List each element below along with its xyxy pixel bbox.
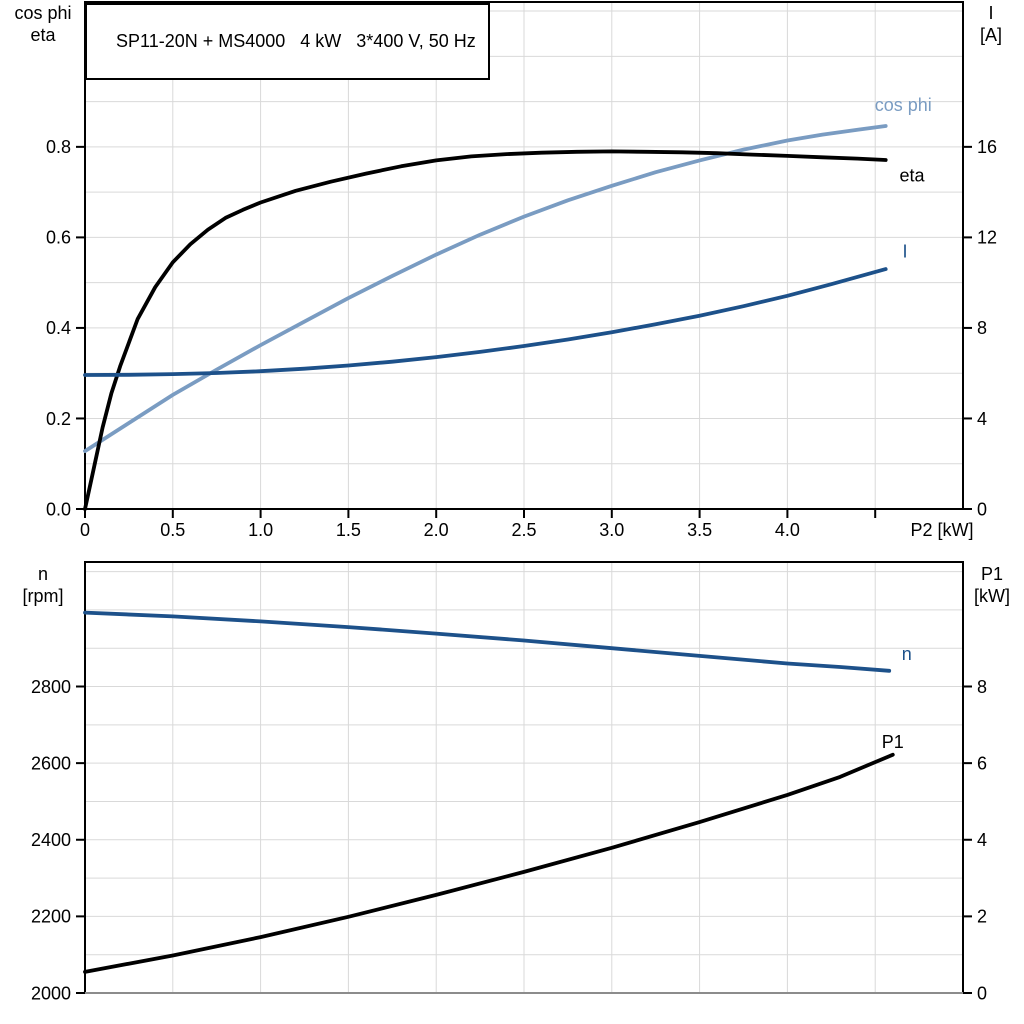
chart-title-box: SP11-20N + MS4000 4 kW 3*400 V, 50 Hz bbox=[85, 3, 490, 80]
bottom-chart-left-axis-title: n [rpm] bbox=[5, 563, 81, 607]
left-tick-label: 2000 bbox=[31, 983, 71, 1003]
x-tick-label: 3.0 bbox=[599, 520, 624, 540]
axis-title-p1-unit: [kW] bbox=[974, 586, 1010, 606]
left-tick-label: 2200 bbox=[31, 907, 71, 927]
x-axis-label: P2 [kW] bbox=[910, 520, 973, 540]
left-tick-label: 0.2 bbox=[46, 409, 71, 429]
left-tick-label: 2800 bbox=[31, 677, 71, 697]
right-tick-label: 0 bbox=[977, 983, 987, 1003]
top-chart-left-axis-title: cos phi eta bbox=[5, 2, 81, 46]
right-tick-label: 8 bbox=[977, 677, 987, 697]
p1-curve-label: P1 bbox=[882, 732, 904, 752]
cos-phi-curve-label: cos phi bbox=[875, 95, 932, 115]
speed-curve bbox=[83, 610, 892, 673]
cos-phi-curve bbox=[83, 124, 888, 453]
right-tick-label: 16 bbox=[977, 137, 997, 157]
x-tick-label: 1.0 bbox=[248, 520, 273, 540]
x-tick-label: 2.5 bbox=[511, 520, 536, 540]
x-tick-label: 2.0 bbox=[424, 520, 449, 540]
axis-title-p1: P1 bbox=[980, 564, 1004, 584]
left-tick-label: 0.6 bbox=[46, 228, 71, 248]
x-tick-label: 1.5 bbox=[336, 520, 361, 540]
axis-title-current: I bbox=[988, 3, 994, 23]
left-tick-label: 2600 bbox=[31, 753, 71, 773]
bottom-chart-right-axis-title: P1 [kW] bbox=[962, 563, 1022, 607]
axis-title-cos-phi: cos phi bbox=[14, 3, 72, 23]
current-curve bbox=[83, 267, 888, 377]
current-curve-label: I bbox=[903, 241, 908, 261]
chart-1: 2000 2200 2400 2600 2800 0 2 4 6 8 n P1 bbox=[31, 561, 987, 1003]
right-tick-label: 12 bbox=[977, 228, 997, 248]
gridlines bbox=[85, 562, 963, 993]
axis-title-speed: n bbox=[37, 564, 48, 584]
tick-labels: 2000 2200 2400 2600 2800 0 2 4 6 8 bbox=[31, 677, 987, 1003]
left-tick-label: 0.4 bbox=[46, 318, 71, 338]
left-tick-label: 0.0 bbox=[46, 499, 71, 519]
left-tick-label: 2400 bbox=[31, 830, 71, 850]
x-tick-label: 0 bbox=[80, 520, 90, 540]
chart-title: SP11-20N + MS4000 4 kW 3*400 V, 50 Hz bbox=[116, 31, 476, 51]
x-tick-label: 3.5 bbox=[687, 520, 712, 540]
axis-title-eta: eta bbox=[30, 25, 56, 45]
right-tick-label: 2 bbox=[977, 907, 987, 927]
right-tick-label: 8 bbox=[977, 318, 987, 338]
axes bbox=[76, 561, 972, 994]
right-tick-label: 0 bbox=[977, 499, 987, 519]
axis-title-current-unit: [A] bbox=[979, 25, 1002, 45]
axis-title-speed-unit: [rpm] bbox=[22, 586, 64, 606]
x-tick-label: 0.5 bbox=[160, 520, 185, 540]
eta-curve-label: eta bbox=[900, 166, 926, 186]
x-tick-label: 4.0 bbox=[775, 520, 800, 540]
speed-curve-label: n bbox=[902, 644, 912, 664]
p1-curve bbox=[83, 752, 895, 974]
tick-labels: 0.0 0.2 0.4 0.6 0.8 0 4 8 12 16 0 0.5 1.0 1.5 2.0 2.5 3.… bbox=[46, 137, 997, 540]
eta-curve bbox=[83, 149, 888, 511]
right-tick-label: 4 bbox=[977, 830, 987, 850]
top-chart-right-axis-title: I [A] bbox=[962, 2, 1020, 46]
right-tick-label: 4 bbox=[977, 409, 987, 429]
chart-0: 0.0 0.2 0.4 0.6 0.8 0 4 8 12 16 0 0.5 1.0 1.5 2.0 2.5 3.… bbox=[46, 1, 997, 540]
axes bbox=[76, 1, 972, 518]
right-tick-label: 6 bbox=[977, 753, 987, 773]
left-tick-label: 0.8 bbox=[46, 137, 71, 157]
